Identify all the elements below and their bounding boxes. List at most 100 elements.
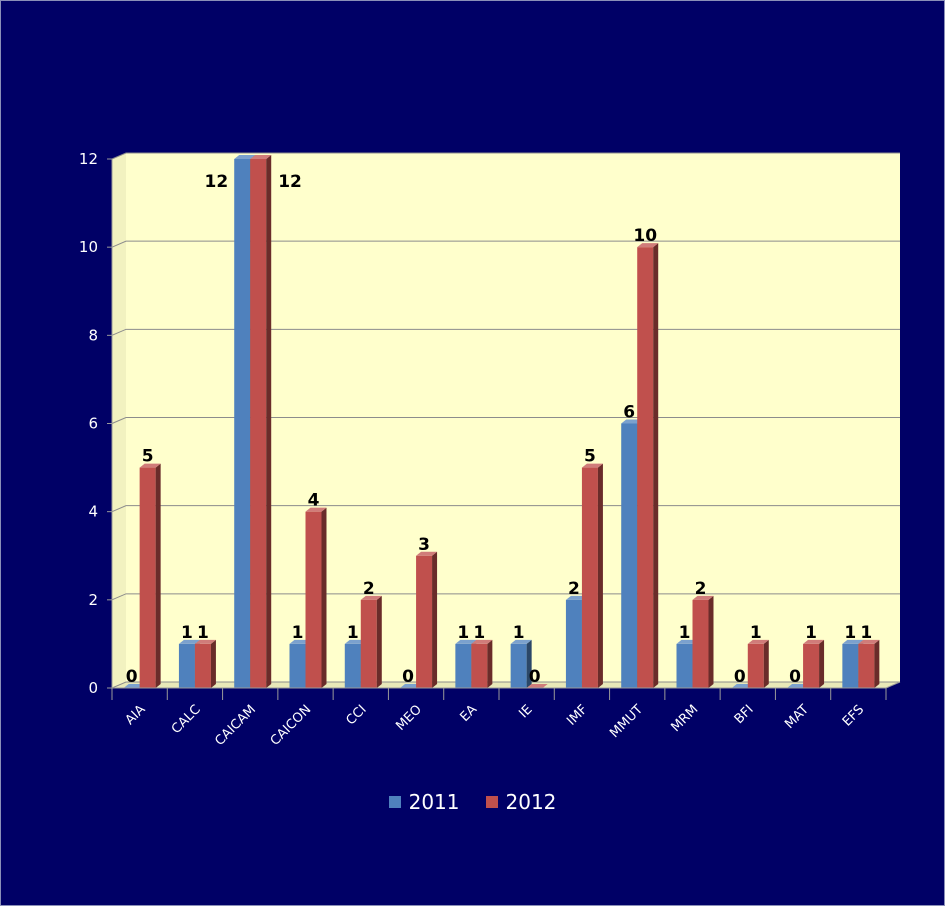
bar-top bbox=[858, 639, 880, 644]
bar-front bbox=[676, 643, 693, 688]
data-label: 10 bbox=[633, 226, 657, 246]
data-label: 3 bbox=[418, 535, 430, 555]
bar-front bbox=[178, 643, 195, 688]
bar-top bbox=[747, 639, 769, 644]
bar-top bbox=[178, 639, 200, 644]
data-label: 1 bbox=[805, 623, 817, 643]
x-tick-label: MEO bbox=[393, 702, 425, 734]
bar-top bbox=[123, 684, 145, 688]
bar-top bbox=[416, 551, 438, 556]
data-label: 0 bbox=[529, 667, 541, 687]
data-label: 4 bbox=[308, 491, 320, 511]
bar-2012-MMUT bbox=[637, 243, 659, 688]
data-label: 1 bbox=[844, 623, 856, 643]
bar-side bbox=[597, 463, 603, 688]
bar-front bbox=[858, 643, 875, 688]
bar-top bbox=[526, 684, 548, 688]
x-tick-label: IE bbox=[516, 702, 535, 721]
bar-front bbox=[621, 423, 638, 688]
bar-front bbox=[510, 643, 527, 688]
data-label: 6 bbox=[623, 403, 635, 423]
data-label: 12 bbox=[205, 172, 229, 192]
data-label: 0 bbox=[789, 667, 801, 687]
y-tick-label: 4 bbox=[88, 503, 98, 521]
y-tick-label: 6 bbox=[88, 415, 98, 433]
bar-front bbox=[581, 467, 598, 688]
bar-front bbox=[289, 643, 306, 688]
data-label: 0 bbox=[734, 667, 746, 687]
bar-front bbox=[360, 599, 377, 688]
data-label: 0 bbox=[402, 667, 414, 687]
data-label: 1 bbox=[457, 623, 469, 643]
bar-front bbox=[842, 643, 859, 688]
x-tick-label: MMUT bbox=[607, 702, 646, 741]
bar-top bbox=[731, 684, 753, 688]
data-label: 5 bbox=[142, 447, 154, 467]
bar-top bbox=[400, 684, 422, 688]
bar-top bbox=[471, 639, 493, 644]
bar-side bbox=[708, 595, 714, 688]
bar-front bbox=[250, 159, 267, 688]
y-tick-label: 8 bbox=[88, 326, 98, 344]
x-tick-label: AIA bbox=[123, 702, 149, 728]
data-label: 1 bbox=[473, 623, 485, 643]
bar-top bbox=[234, 155, 256, 159]
bar-2012-MAT bbox=[803, 639, 825, 688]
y-tick-label: 12 bbox=[79, 150, 98, 168]
bar-2012-IMF bbox=[581, 463, 603, 688]
bar-front bbox=[565, 599, 582, 688]
bar-2012-MEO bbox=[416, 551, 438, 688]
bar-side bbox=[763, 639, 769, 688]
x-tick-label: CCI bbox=[343, 702, 369, 728]
bar-front bbox=[692, 599, 709, 688]
bar-top bbox=[194, 639, 216, 644]
bar-top bbox=[692, 595, 714, 600]
bar-2012-CCI bbox=[360, 595, 382, 688]
bar-side bbox=[653, 243, 659, 688]
y-tick-label: 10 bbox=[79, 238, 98, 256]
legend-item-2012: 2012 bbox=[485, 790, 557, 814]
bar-top bbox=[250, 155, 272, 159]
data-label: 0 bbox=[126, 667, 138, 687]
x-tick-label: EA bbox=[457, 702, 480, 725]
legend-item-2011: 2011 bbox=[388, 790, 460, 814]
bar-front bbox=[194, 643, 211, 688]
data-label: 1 bbox=[197, 623, 209, 643]
data-label: 5 bbox=[584, 447, 596, 467]
data-label: 1 bbox=[750, 623, 762, 643]
data-label: 2 bbox=[568, 579, 580, 599]
bar-top bbox=[360, 595, 382, 600]
bar-side bbox=[321, 507, 327, 688]
data-label: 1 bbox=[513, 623, 525, 643]
plot-area bbox=[112, 153, 900, 688]
x-tick-label: MAT bbox=[782, 702, 812, 732]
gridline bbox=[111, 152, 900, 160]
bar-top bbox=[344, 639, 366, 644]
bar-top bbox=[581, 463, 603, 468]
bar-front bbox=[637, 247, 654, 688]
bar-top bbox=[803, 639, 825, 644]
bar-top bbox=[621, 419, 643, 424]
bar-front bbox=[344, 643, 361, 688]
data-label: 1 bbox=[181, 623, 193, 643]
legend-label-2012: 2012 bbox=[505, 790, 557, 814]
bar-2012-CAICON bbox=[305, 507, 327, 688]
bar-2012-AIA bbox=[139, 463, 161, 688]
y-tick-label: 2 bbox=[88, 591, 98, 609]
floor bbox=[112, 682, 900, 688]
data-label: 12 bbox=[278, 172, 302, 192]
bar-top bbox=[842, 639, 864, 644]
bar-top bbox=[787, 684, 809, 688]
x-tick-label: IMF bbox=[564, 702, 591, 729]
bar-front bbox=[471, 643, 488, 688]
bars bbox=[123, 155, 880, 689]
x-tick-label: MRM bbox=[668, 702, 701, 735]
bar-side bbox=[487, 639, 493, 688]
data-label: 1 bbox=[292, 623, 304, 643]
bar-2012-CALC bbox=[194, 639, 216, 688]
legend-label-2011: 2011 bbox=[408, 790, 460, 814]
bar-side bbox=[266, 155, 272, 688]
x-tick-label: CAICON bbox=[268, 702, 315, 749]
